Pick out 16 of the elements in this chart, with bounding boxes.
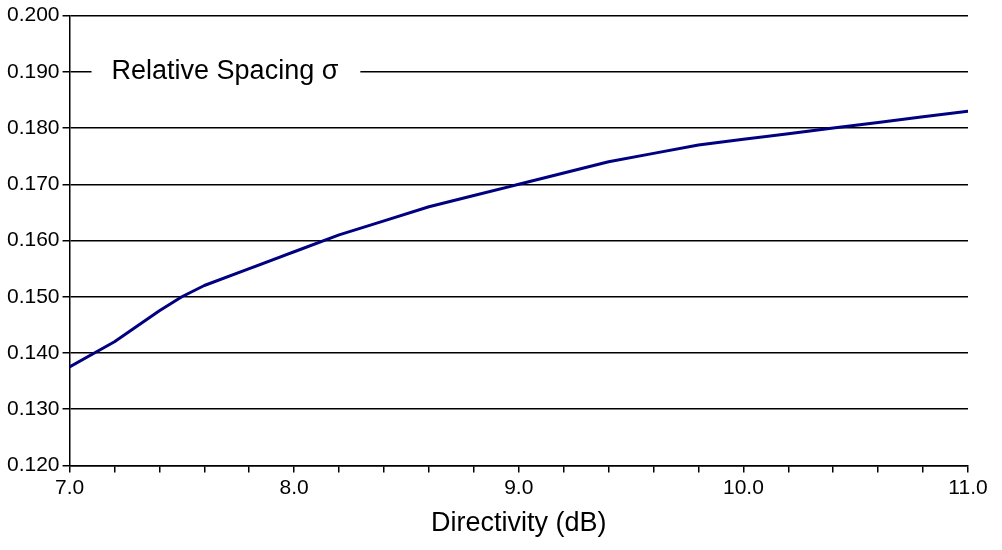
y-tick-label: 0.120 — [6, 452, 60, 476]
x-tick-label: 9.0 — [504, 474, 534, 498]
x-tick-label: 11.0 — [948, 474, 988, 498]
y-tick-label: 0.160 — [6, 227, 60, 251]
y-tick-label: 0.180 — [6, 114, 60, 138]
y-tick-label: 0.170 — [6, 171, 60, 195]
y-tick-label: 0.190 — [6, 58, 60, 82]
y-tick-label: 0.150 — [6, 283, 60, 307]
y-tick-label: 0.200 — [6, 2, 60, 26]
y-tick-label: 0.130 — [6, 395, 60, 419]
y-tick-label: 0.140 — [6, 339, 60, 363]
x-axis-title: Directivity (dB) — [431, 507, 607, 538]
text: Relative Spacing σ — [111, 55, 339, 86]
x-tick-label: 10.0 — [722, 474, 764, 498]
x-tick-label: 7.0 — [54, 474, 85, 498]
x-tick-label: 8.0 — [279, 474, 309, 498]
